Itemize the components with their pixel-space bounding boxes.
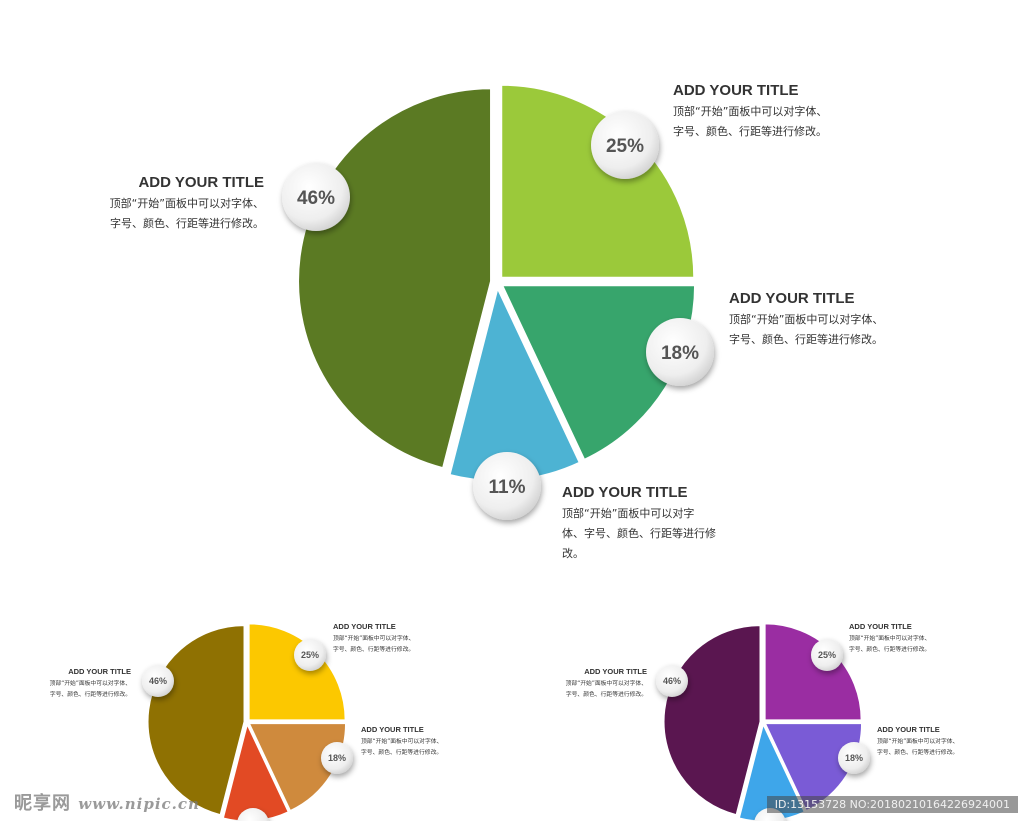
value-label: 46% <box>297 188 335 209</box>
slice-description-line: 顶部“开始”面板中可以对字体、 <box>50 679 131 687</box>
slice-annotation: ADD YOUR TITLE 顶部“开始”面板中可以对字体、字号、颜色、行距等进行… <box>729 290 883 346</box>
pie-slice <box>248 623 346 721</box>
slice-annotation: ADD YOUR TITLE 顶部“开始”面板中可以对字体、字号、颜色、行距等进行… <box>566 667 647 698</box>
slice-description-line: 顶部“开始”面板中可以对字体、 <box>849 634 930 642</box>
pie-slice <box>248 723 347 812</box>
pie-slice <box>500 284 697 462</box>
slice-description-line: 字号、颜色、行距等进行修改。 <box>333 645 414 653</box>
slice-description-line: 顶部“开始”面板中可以对字体、 <box>566 679 647 687</box>
pie-slice <box>500 83 696 279</box>
value-bubble: 11% <box>473 452 541 520</box>
slice-title: ADD YOUR TITLE <box>673 82 799 99</box>
slice-description-line: 体、字号、颜色、行距等进行修 <box>562 526 716 540</box>
value-bubble-circle <box>811 639 843 671</box>
value-bubble-circle <box>591 111 659 179</box>
slice-description-line: 字号、颜色、行距等进行修改。 <box>110 216 264 230</box>
value-label: 18% <box>328 753 346 763</box>
value-label: 25% <box>606 136 644 157</box>
slice-title: ADD YOUR TITLE <box>333 622 396 631</box>
slice-description-line: 顶部“开始”面板中可以对字体、 <box>877 737 958 745</box>
value-bubble: 25% <box>591 111 659 179</box>
slice-title: ADD YOUR TITLE <box>849 622 912 631</box>
value-bubble: 25% <box>294 639 326 671</box>
value-bubble-circle <box>646 318 714 386</box>
value-bubble: 18% <box>321 742 353 774</box>
slice-title: ADD YOUR TITLE <box>584 667 647 676</box>
watermark-url: www.nipic.cn <box>78 795 200 813</box>
value-bubble-circle <box>321 742 353 774</box>
value-label: 18% <box>661 343 699 364</box>
pie-chart-1: 25%18%11%46%ADD YOUR TITLE顶部“开始”面板中可以对字体… <box>110 82 884 560</box>
slice-title: ADD YOUR TITLE <box>729 290 855 307</box>
value-bubble <box>237 808 269 821</box>
value-bubble: 46% <box>656 665 688 697</box>
slice-description-line: 字号、颜色、行距等进行修改。 <box>50 690 131 698</box>
slice-description-line: 改。 <box>562 546 584 560</box>
slice-annotation: ADD YOUR TITLE 顶部“开始”面板中可以对字体、字号、颜色、行距等进行… <box>849 622 930 653</box>
value-bubble-circle <box>282 163 350 231</box>
slice-description-line: 顶部“开始”面板中可以对字体、 <box>110 196 264 210</box>
watermark-brand: 昵享网 www.nipic.cn <box>14 789 200 815</box>
slice-description-line: 顶部“开始”面板中可以对字体、 <box>361 737 442 745</box>
value-bubble-circle <box>838 742 870 774</box>
watermark-brand-text: 昵享网 <box>14 793 71 814</box>
slice-annotation: ADD YOUR TITLE 顶部“开始”面板中可以对字体、字号、颜色、行距等进行… <box>673 82 827 138</box>
value-bubble-circle <box>473 452 541 520</box>
pie-chart-2: 25%18%46%ADD YOUR TITLE顶部“开始”面板中可以对字体、字号… <box>50 622 442 821</box>
slice-annotation: ADD YOUR TITLE 顶部“开始”面板中可以对字体、字号、颜色、行距等进行… <box>562 484 716 560</box>
slice-annotation: ADD YOUR TITLE 顶部“开始”面板中可以对字体、字号、颜色、行距等进行… <box>361 725 442 756</box>
slice-annotation: ADD YOUR TITLE 顶部“开始”面板中可以对字体、字号、颜色、行距等进行… <box>877 725 958 756</box>
slice-title: ADD YOUR TITLE <box>361 725 424 734</box>
value-bubble-circle <box>142 665 174 697</box>
pie-chart-3: 25%18%46%ADD YOUR TITLE顶部“开始”面板中可以对字体、字号… <box>566 622 958 821</box>
value-bubble: 18% <box>838 742 870 774</box>
value-label: 25% <box>301 650 319 660</box>
slice-title: ADD YOUR TITLE <box>138 174 264 191</box>
watermark-id: ID:13153728 NO:20180210164226924001 <box>766 796 1018 813</box>
slice-title: ADD YOUR TITLE <box>877 725 940 734</box>
value-label: 46% <box>663 676 681 686</box>
slice-description-line: 字号、颜色、行距等进行修改。 <box>361 748 442 756</box>
slice-description-line: 顶部“开始”面板中可以对字 <box>562 506 694 520</box>
slice-description-line: 字号、颜色、行距等进行修改。 <box>673 124 827 138</box>
slice-title: ADD YOUR TITLE <box>562 484 688 501</box>
slice-annotation: ADD YOUR TITLE 顶部“开始”面板中可以对字体、字号、颜色、行距等进行… <box>110 174 264 230</box>
slice-annotation: ADD YOUR TITLE 顶部“开始”面板中可以对字体、字号、颜色、行距等进行… <box>50 667 131 698</box>
slice-description-line: 字号、颜色、行距等进行修改。 <box>566 690 647 698</box>
pie-slice <box>147 625 245 816</box>
value-bubble: 25% <box>811 639 843 671</box>
slice-description-line: 字号、颜色、行距等进行修改。 <box>729 332 883 346</box>
slice-description-line: 字号、颜色、行距等进行修改。 <box>877 748 958 756</box>
value-bubble-circle <box>237 808 269 821</box>
slice-description-line: 顶部“开始”面板中可以对字体、 <box>673 104 827 118</box>
value-bubble-circle <box>294 639 326 671</box>
slice-annotation: ADD YOUR TITLE 顶部“开始”面板中可以对字体、字号、颜色、行距等进行… <box>333 622 414 653</box>
value-label: 25% <box>818 650 836 660</box>
value-bubble-circle <box>656 665 688 697</box>
slice-title: ADD YOUR TITLE <box>68 667 131 676</box>
value-label: 46% <box>149 676 167 686</box>
value-bubble: 46% <box>142 665 174 697</box>
pie-slice <box>663 625 761 816</box>
slice-description-line: 顶部“开始”面板中可以对字体、 <box>729 312 883 326</box>
pie-slice <box>297 87 493 470</box>
slice-description-line: 字号、颜色、行距等进行修改。 <box>849 645 930 653</box>
value-label: 11% <box>489 477 526 498</box>
value-bubble: 46% <box>282 163 350 231</box>
pie-slice <box>764 623 862 721</box>
value-label: 18% <box>845 753 863 763</box>
value-bubble: 18% <box>646 318 714 386</box>
slice-description-line: 顶部“开始”面板中可以对字体、 <box>333 634 414 642</box>
